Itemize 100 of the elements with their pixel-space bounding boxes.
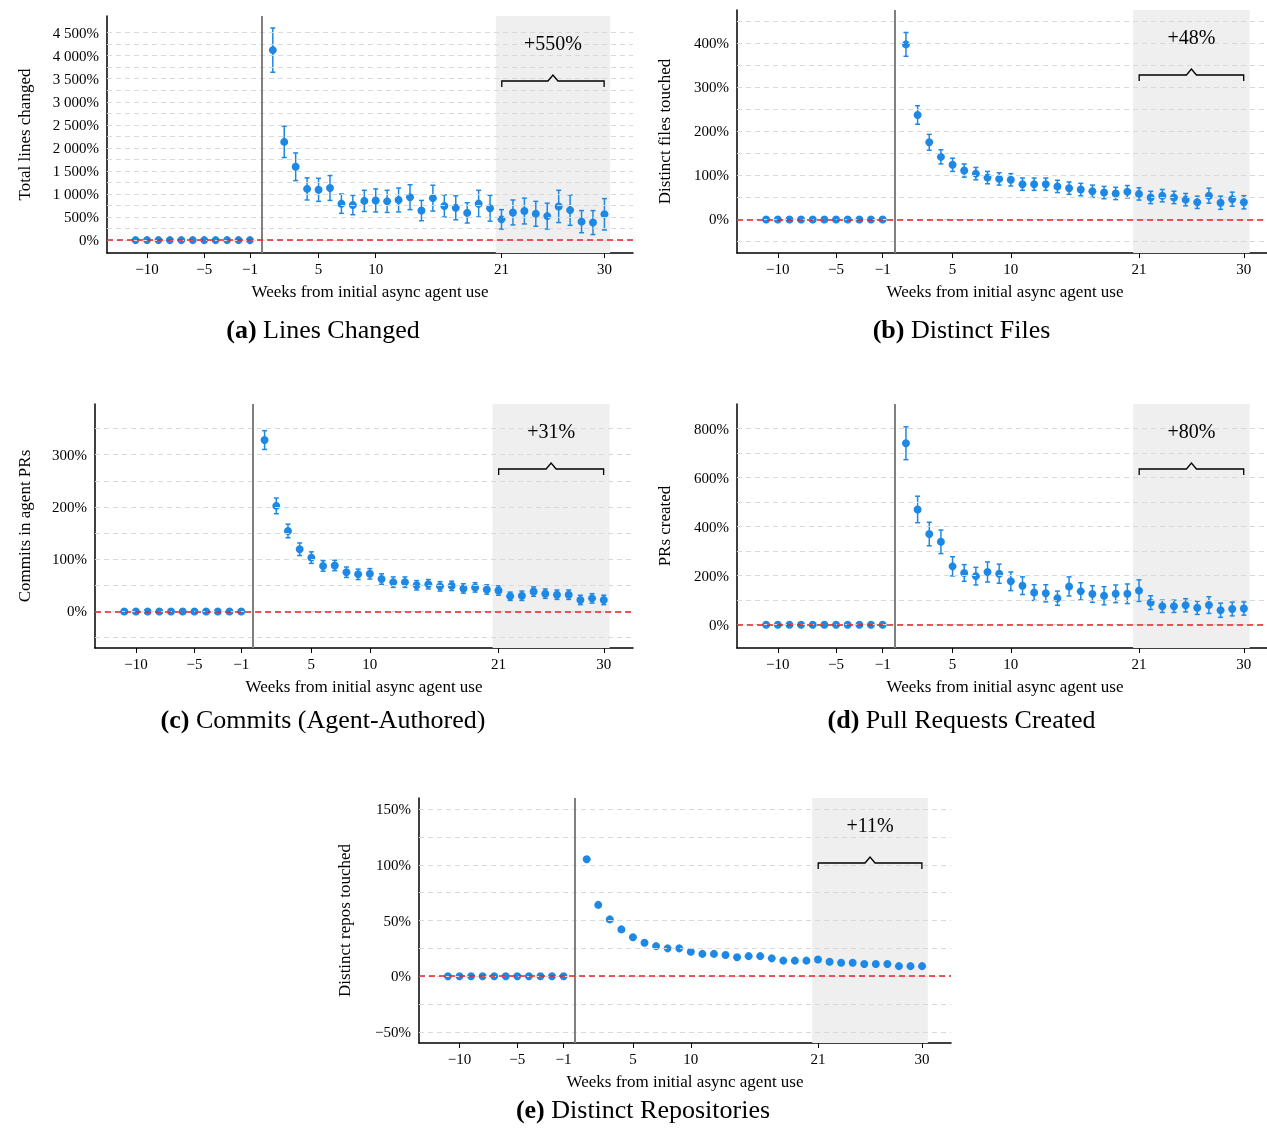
x-tick-label: 10	[683, 1050, 699, 1067]
point	[894, 962, 903, 971]
x-tick-label: 10	[1003, 260, 1019, 277]
point	[1193, 198, 1202, 207]
point	[280, 137, 289, 146]
x-axis-title: Weeks from initial async agent use	[886, 282, 1124, 301]
y-tick-label: 500%	[64, 209, 99, 226]
point	[913, 505, 922, 514]
point	[906, 962, 915, 971]
point	[948, 160, 957, 169]
y-tick-label: 3 000%	[52, 93, 99, 110]
point	[594, 900, 603, 909]
point	[1030, 180, 1039, 189]
y-tick-label: 300%	[694, 79, 729, 96]
point	[1100, 591, 1109, 600]
y-tick-label: 3 500%	[52, 70, 99, 87]
point	[588, 218, 597, 227]
y-tick-label: 100%	[376, 856, 411, 873]
point	[605, 915, 614, 924]
point	[709, 949, 718, 958]
point	[652, 942, 661, 951]
point	[1088, 590, 1097, 599]
point	[1053, 594, 1062, 603]
point	[520, 207, 529, 216]
point	[1076, 185, 1085, 194]
point	[566, 206, 575, 215]
point	[744, 952, 753, 961]
x-tick-label: −10	[124, 655, 148, 672]
point	[918, 962, 927, 971]
point	[767, 954, 776, 963]
x-tick-label: 21	[491, 655, 506, 672]
band-label: +31%	[527, 420, 576, 442]
point	[617, 925, 626, 934]
point	[721, 951, 730, 960]
point	[901, 40, 910, 49]
point	[283, 526, 292, 535]
text: (e) Distinct Repositories	[515, 1094, 771, 1124]
x-tick-label: −1	[874, 655, 891, 672]
y-tick-label: 0%	[709, 616, 729, 633]
point	[1239, 604, 1248, 613]
x-tick-label: −5	[509, 1050, 526, 1067]
point	[1123, 589, 1132, 598]
point	[1146, 598, 1155, 607]
x-tick-label: −1	[874, 260, 891, 277]
point	[406, 193, 415, 202]
point	[1216, 198, 1225, 207]
y-tick-label: 0%	[79, 232, 99, 249]
point	[1065, 184, 1074, 193]
point	[303, 184, 312, 193]
point	[508, 208, 517, 217]
point	[1006, 175, 1015, 184]
point	[360, 196, 369, 205]
point	[260, 436, 269, 445]
point	[314, 185, 323, 194]
point	[497, 215, 506, 224]
point	[1006, 577, 1015, 586]
point	[325, 183, 334, 192]
x-axis-title: Weeks from initial async agent use	[566, 1072, 804, 1091]
y-tick-label: 1 000%	[52, 185, 99, 202]
y-tick-label: 300%	[52, 446, 87, 463]
x-tick-label: −10	[135, 260, 159, 277]
point	[779, 956, 788, 965]
text: (a) Lines Changed	[226, 314, 420, 344]
point	[936, 537, 945, 546]
x-tick-label: −10	[766, 260, 790, 277]
point	[428, 194, 437, 203]
point	[913, 110, 922, 119]
y-tick-label: 2 500%	[52, 116, 99, 133]
y-axis-title: Distinct repos touched	[335, 843, 354, 997]
x-tick-label: 5	[629, 1050, 637, 1067]
y-tick-label: 100%	[694, 167, 729, 184]
point	[837, 958, 846, 967]
y-tick-label: 4 500%	[52, 24, 99, 41]
point	[1030, 588, 1039, 597]
point	[371, 196, 380, 205]
point	[960, 568, 969, 577]
point	[790, 956, 799, 965]
point	[1111, 589, 1120, 598]
x-tick-label: 5	[948, 655, 957, 672]
point	[1216, 606, 1225, 615]
point	[860, 959, 869, 968]
point	[925, 138, 934, 147]
point	[337, 199, 346, 208]
x-tick-label: −5	[828, 655, 845, 672]
point	[814, 955, 822, 964]
point	[451, 203, 460, 212]
x-tick-label: 30	[914, 1050, 930, 1067]
x-tick-label: 30	[596, 655, 612, 672]
point	[1100, 188, 1109, 197]
y-tick-label: 200%	[694, 123, 729, 140]
x-tick-label: 5	[948, 260, 957, 277]
band-label: +550%	[523, 32, 582, 54]
point	[733, 953, 742, 962]
y-axis-title: Commits in agent PRs	[15, 449, 34, 603]
x-axis-title: Weeks from initial async agent use	[886, 677, 1124, 696]
y-axis-title: PRs created	[655, 485, 674, 567]
x-tick-label: 5	[314, 260, 323, 277]
point	[1204, 601, 1213, 610]
point	[925, 529, 934, 538]
point	[543, 212, 552, 221]
